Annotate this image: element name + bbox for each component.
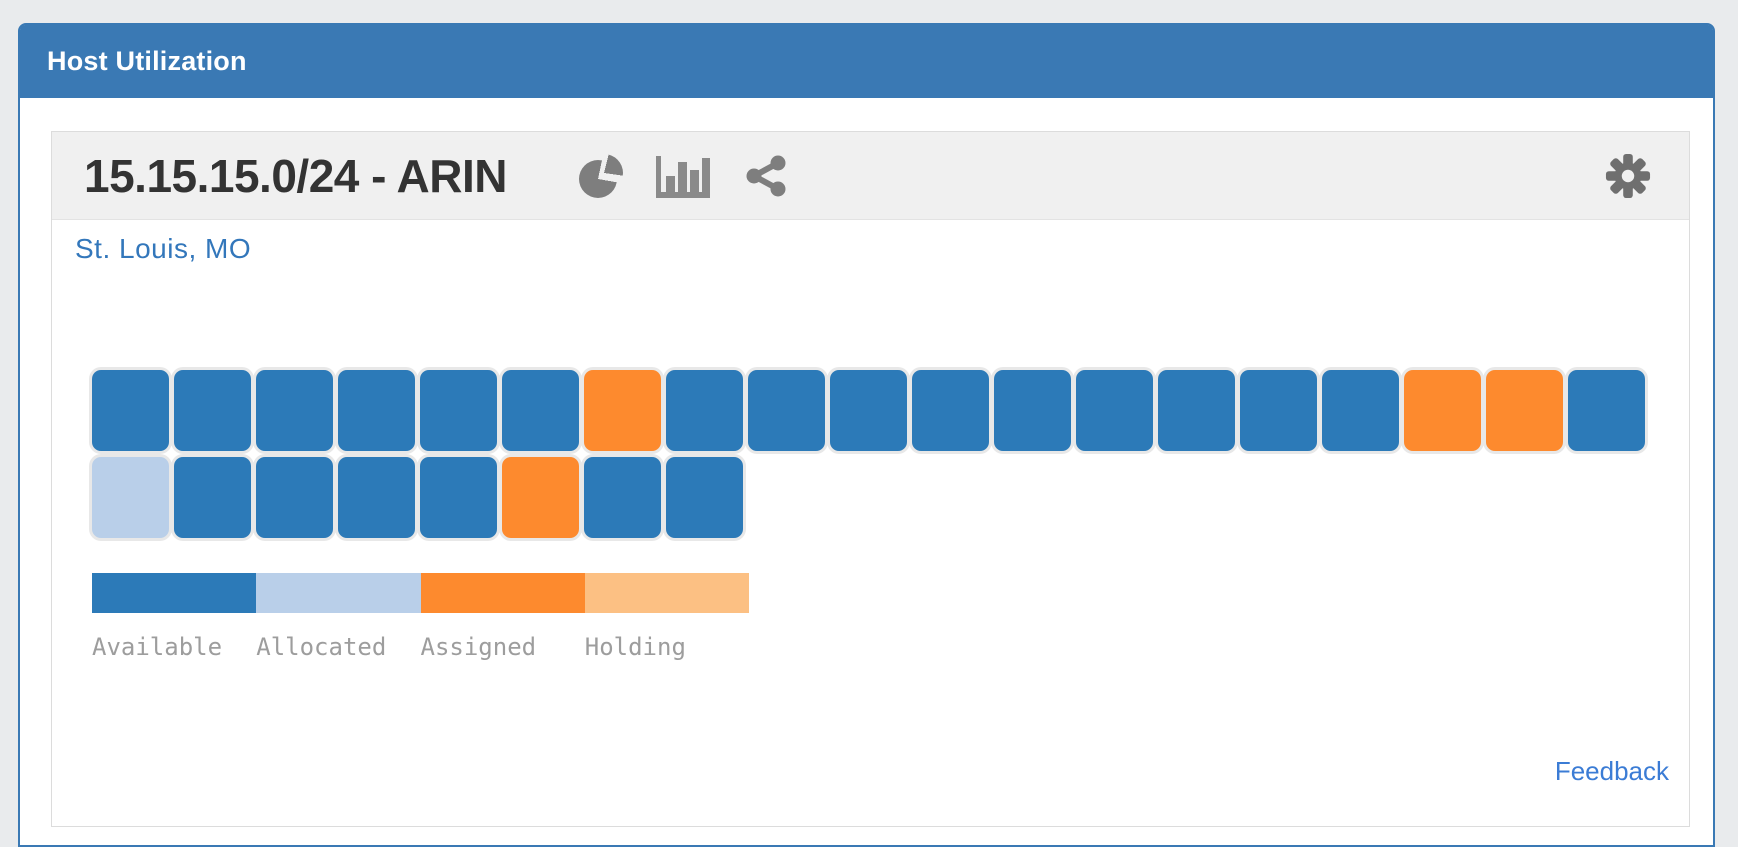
subnet-card-header: 15.15.15.0/24 - ARIN <box>52 132 1689 220</box>
host-block-available[interactable] <box>666 457 743 538</box>
host-grid <box>92 370 1689 538</box>
panel-header: Host Utilization <box>20 25 1713 98</box>
legend-segment-holding <box>584 573 749 613</box>
host-block-available[interactable] <box>338 370 415 451</box>
host-block-available[interactable] <box>1158 370 1235 451</box>
legend-label-holding: Holding <box>584 633 686 661</box>
host-block-available[interactable] <box>256 370 333 451</box>
host-grid-row <box>92 457 1689 538</box>
host-grid-row <box>92 370 1689 451</box>
panel-title: Host Utilization <box>47 46 247 76</box>
feedback-link[interactable]: Feedback <box>1554 756 1669 786</box>
host-block-available[interactable] <box>1568 370 1645 451</box>
host-block-available[interactable] <box>748 370 825 451</box>
grid-view-icon[interactable] <box>822 158 866 193</box>
host-block-available[interactable] <box>174 457 251 538</box>
host-block-available[interactable] <box>584 457 661 538</box>
bar-chart-icon[interactable] <box>655 154 710 198</box>
subnet-card-body: St. Louis, MO Available Allocated Assigned… <box>52 220 1689 661</box>
host-block-available[interactable] <box>830 370 907 451</box>
host-block-allocated[interactable] <box>92 457 169 538</box>
legend-bar <box>92 573 749 613</box>
host-block-assigned[interactable] <box>502 457 579 538</box>
host-block-available[interactable] <box>1076 370 1153 451</box>
host-block-available[interactable] <box>420 457 497 538</box>
pie-chart-icon[interactable] <box>578 153 623 198</box>
share-icon[interactable] <box>743 155 789 197</box>
host-block-available[interactable] <box>502 370 579 451</box>
legend-segment-assigned <box>420 573 585 613</box>
host-block-assigned[interactable] <box>584 370 661 451</box>
gear-icon[interactable] <box>1605 153 1651 199</box>
host-block-available[interactable] <box>256 457 333 538</box>
subnet-card: 15.15.15.0/24 - ARIN <box>51 131 1690 827</box>
legend-label-allocated: Allocated <box>256 633 387 661</box>
host-block-available[interactable] <box>338 457 415 538</box>
utilization-legend: Available Allocated Assigned Holding <box>92 573 749 661</box>
legend-segment-allocated <box>256 573 421 613</box>
location-link[interactable]: St. Louis, MO <box>75 233 252 264</box>
legend-label-available: Available <box>92 633 223 661</box>
host-block-available[interactable] <box>994 370 1071 451</box>
host-block-assigned[interactable] <box>1486 370 1563 451</box>
legend-label-assigned: Assigned <box>420 633 537 661</box>
legend-segment-available <box>92 573 257 613</box>
host-block-available[interactable] <box>92 370 169 451</box>
pie-slice-shape <box>584 153 623 192</box>
subnet-title: 15.15.15.0/24 - ARIN <box>84 149 507 202</box>
host-block-available[interactable] <box>420 370 497 451</box>
host-block-available[interactable] <box>1322 370 1399 451</box>
host-block-available[interactable] <box>1240 370 1317 451</box>
host-block-available[interactable] <box>912 370 989 451</box>
host-block-available[interactable] <box>174 370 251 451</box>
view-toolbar <box>578 153 866 198</box>
host-block-assigned[interactable] <box>1404 370 1481 451</box>
host-utilization-panel: Host Utilization 15.15.15.0/24 - ARIN <box>18 23 1715 847</box>
legend-labels: Available Allocated Assigned Holding <box>92 633 749 661</box>
host-block-available[interactable] <box>666 370 743 451</box>
